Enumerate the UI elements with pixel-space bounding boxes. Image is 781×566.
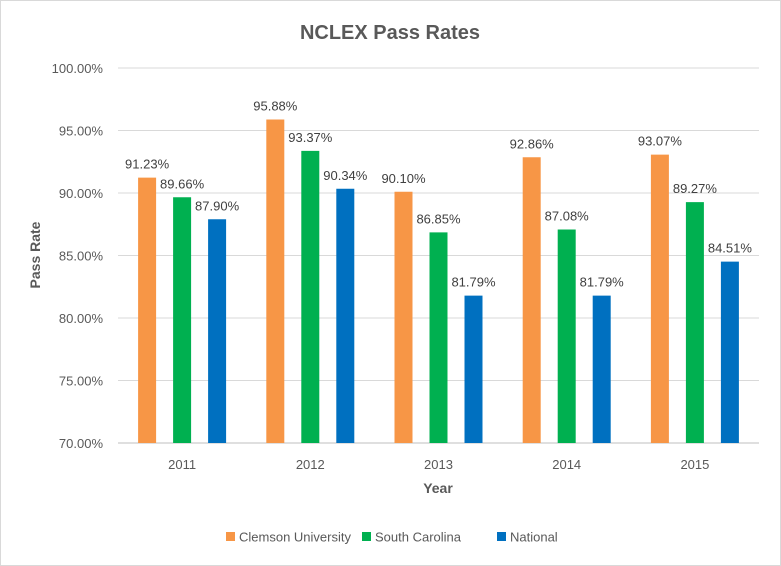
data-label: 93.07% bbox=[638, 134, 683, 149]
y-tick-label: 75.00% bbox=[59, 374, 104, 389]
bar-national-2014 bbox=[592, 295, 611, 443]
legend-swatch bbox=[226, 532, 235, 541]
bar-south-carolina-2014 bbox=[557, 229, 576, 443]
data-label: 92.86% bbox=[510, 136, 555, 151]
y-axis-ticks: 70.00% 75.00% 80.00% 85.00% 90.00% 95.00% 100.… bbox=[52, 61, 104, 451]
legend-label: South Carolina bbox=[375, 530, 462, 545]
bar-clemson-university-2012 bbox=[266, 119, 285, 443]
y-tick-label: 100.00% bbox=[52, 61, 104, 76]
bar-national-2012 bbox=[336, 188, 355, 443]
y-tick-label: 85.00% bbox=[59, 249, 104, 264]
bar-south-carolina-2015 bbox=[685, 202, 704, 443]
bar-clemson-university-2013 bbox=[394, 191, 413, 443]
y-axis-title: Pass Rate bbox=[27, 221, 43, 288]
data-label: 89.66% bbox=[160, 176, 205, 191]
data-label: 91.23% bbox=[125, 157, 170, 172]
bar-south-carolina-2012 bbox=[301, 150, 320, 443]
legend-swatch bbox=[497, 532, 506, 541]
data-label: 89.27% bbox=[673, 181, 718, 196]
data-label: 93.37% bbox=[288, 130, 333, 145]
y-tick-label: 95.00% bbox=[59, 124, 104, 139]
data-label: 90.10% bbox=[381, 171, 426, 186]
data-labels: 91.23% 89.66% 87.90% 95.88% 93.37% 90.34% 90.1… bbox=[125, 99, 752, 290]
x-tick-label: 2012 bbox=[296, 457, 325, 472]
bar-clemson-university-2015 bbox=[650, 154, 669, 443]
x-tick-label: 2014 bbox=[552, 457, 581, 472]
y-tick-label: 70.00% bbox=[59, 436, 104, 451]
data-label: 90.34% bbox=[323, 168, 368, 183]
y-tick-label: 80.00% bbox=[59, 311, 104, 326]
bar-south-carolina-2013 bbox=[429, 232, 448, 443]
legend-label: Clemson University bbox=[239, 530, 351, 545]
x-axis-ticks: 2011 2012 2013 2014 2015 bbox=[168, 457, 709, 472]
legend-swatch bbox=[362, 532, 371, 541]
bar-clemson-university-2011 bbox=[138, 177, 157, 443]
bars bbox=[138, 119, 739, 443]
bar-clemson-university-2014 bbox=[522, 157, 541, 443]
legend-label: National bbox=[510, 530, 558, 545]
legend: Clemson University South Carolina National bbox=[226, 530, 558, 545]
bar-national-2011 bbox=[208, 219, 227, 443]
x-tick-label: 2015 bbox=[680, 457, 709, 472]
data-label: 86.85% bbox=[416, 211, 461, 226]
y-tick-label: 90.00% bbox=[59, 186, 104, 201]
data-label: 84.51% bbox=[708, 241, 753, 256]
x-axis-title: Year bbox=[423, 480, 453, 496]
data-label: 87.08% bbox=[545, 209, 590, 224]
bar-national-2015 bbox=[720, 261, 739, 443]
chart-title: NCLEX Pass Rates bbox=[300, 22, 480, 44]
x-tick-label: 2013 bbox=[424, 457, 453, 472]
bar-national-2013 bbox=[464, 295, 483, 443]
data-label: 87.90% bbox=[195, 198, 240, 213]
x-tick-label: 2011 bbox=[168, 457, 196, 472]
bar-south-carolina-2011 bbox=[173, 197, 192, 443]
data-label: 95.88% bbox=[253, 99, 298, 114]
data-label: 81.79% bbox=[580, 275, 625, 290]
data-label: 81.79% bbox=[451, 275, 496, 290]
